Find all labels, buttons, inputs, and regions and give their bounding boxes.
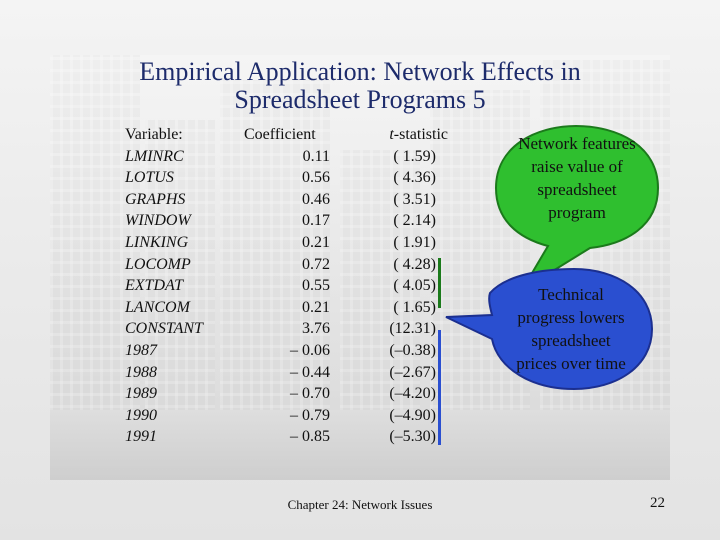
table-row-coefficient: – 0.85 [290, 428, 330, 446]
table-row-coefficient: 0.46 [302, 190, 330, 208]
table-row-variable: LINKING [125, 233, 189, 251]
table-row-variable: 1991 [125, 428, 157, 446]
callout-bubble-blue [445, 267, 654, 391]
table-row-coefficient: 0.55 [302, 277, 330, 295]
table-row-coefficient: 0.11 [302, 147, 330, 165]
table-row-tstat: (–2.67) [389, 363, 436, 381]
table-row-tstat: (–0.38) [389, 341, 436, 359]
callout-bubble-green [494, 124, 660, 291]
callout-technical-line-3: spreadsheet [531, 331, 611, 350]
callout-technical-line-2: progress lowers [517, 308, 625, 327]
callout-network-line-1: Network features [518, 134, 636, 153]
table-row-tstat: (12.31) [389, 320, 436, 338]
table-row-variable: LOCOMP [125, 255, 191, 273]
table-row-variable: LOTUS [125, 169, 174, 187]
table-row-variable: 1989 [125, 385, 157, 403]
tstat-header: t-statistic [360, 124, 448, 146]
page-number: 22 [650, 495, 665, 511]
callout-network-line-4: program [548, 203, 606, 222]
callout-technical-line-4: prices over time [516, 354, 626, 373]
table-row-tstat: ( 2.14) [393, 212, 436, 230]
table-row-coefficient: – 0.79 [290, 406, 330, 424]
coefficient-column: Coefficient 0.11 0.56 0.46 0.17 0.21 0.7… [238, 124, 330, 448]
network-bracket-line [438, 258, 441, 308]
table-row-variable: 1990 [125, 406, 157, 424]
table-row-coefficient: 0.21 [302, 298, 330, 316]
table-row-coefficient: – 0.70 [290, 385, 330, 403]
table-row-tstat: ( 4.05) [393, 277, 436, 295]
table-row-coefficient: 3.76 [302, 320, 330, 338]
table-row-variable: GRAPHS [125, 190, 186, 208]
tstat-column: t-statistic ( 1.59) ( 4.36) ( 3.51) ( 2.… [360, 124, 448, 448]
table-row-tstat: ( 3.51) [393, 190, 436, 208]
callout-network-line-2: raise value of [531, 157, 623, 176]
table-row-tstat: ( 4.36) [393, 169, 436, 187]
table-row-coefficient: 0.21 [302, 233, 330, 251]
table-row-coefficient: – 0.44 [290, 363, 330, 381]
tstat-header-rest: -statistic [393, 126, 448, 143]
coefficient-header: Coefficient [244, 126, 316, 143]
technical-progress-callout: Technical progress lowers spreadsheet pr… [445, 265, 670, 400]
tstat-header-t: t [389, 126, 394, 143]
table-row-tstat: ( 1.65) [393, 298, 436, 316]
table-row-tstat: (–4.20) [389, 385, 436, 403]
table-row-coefficient: 0.56 [302, 169, 330, 187]
table-row-variable: WINDOW [125, 212, 191, 230]
table-row-variable: LANCOM [125, 298, 190, 316]
table-row-tstat: ( 4.28) [393, 255, 436, 273]
table-row-variable: 1988 [125, 363, 157, 381]
table-row-tstat: (–5.30) [389, 428, 436, 446]
table-row-variable: CONSTANT [125, 320, 203, 338]
technical-bracket-line [438, 330, 441, 445]
callout-technical-line-1: Technical [538, 285, 604, 304]
variable-column: Variable: LMINRC LOTUS GRAPHS WINDOW LIN… [125, 124, 255, 448]
table-row-coefficient: 0.72 [302, 255, 330, 273]
table-row-tstat: (–4.90) [389, 406, 436, 424]
footer-chapter: Chapter 24: Network Issues [287, 497, 433, 512]
variable-header: Variable: [125, 126, 183, 143]
table-row-variable: 1987 [125, 341, 157, 359]
table-row-coefficient: – 0.06 [290, 341, 330, 359]
table-row-tstat: ( 1.91) [393, 233, 436, 251]
table-row-variable: EXTDAT [125, 277, 184, 295]
network-features-callout: Network features raise value of spreadsh… [478, 118, 674, 298]
title-line-1: Empirical Application: Network Effects i… [139, 57, 581, 86]
callout-network-line-3: spreadsheet [537, 180, 617, 199]
slide-title: Empirical Application: Network Effects i… [60, 58, 660, 114]
title-line-2: Spreadsheet Programs 5 [234, 85, 486, 114]
table-row-coefficient: 0.17 [302, 212, 330, 230]
table-row-tstat: ( 1.59) [393, 147, 436, 165]
table-row-variable: LMINRC [125, 147, 184, 165]
